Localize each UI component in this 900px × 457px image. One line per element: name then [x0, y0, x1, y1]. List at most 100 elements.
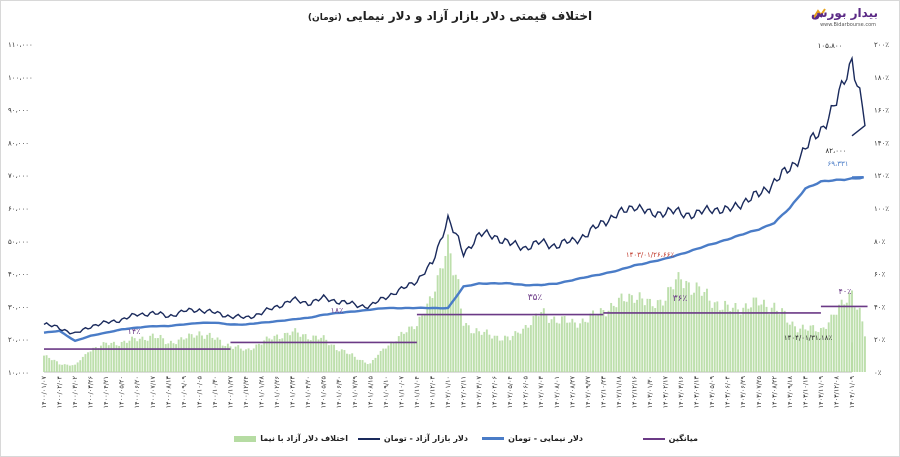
difference-bar	[232, 348, 235, 372]
difference-bar	[449, 253, 452, 372]
difference-bar	[475, 328, 478, 372]
difference-bar	[721, 309, 724, 372]
difference-bar	[685, 280, 688, 372]
difference-bar	[169, 340, 172, 372]
difference-bar	[845, 302, 848, 372]
difference-bar	[159, 334, 162, 372]
difference-bar	[835, 314, 838, 372]
difference-bar	[799, 328, 802, 372]
x-tick-label: ۱۴۰۲/۰۹/۲۷	[584, 375, 592, 408]
difference-bar	[421, 315, 424, 372]
title-main: اختلاف قیمتی دلار بازار آزاد و دلار نیما…	[345, 9, 593, 23]
difference-bar	[296, 332, 299, 372]
difference-bar	[43, 355, 45, 372]
difference-bar	[788, 324, 791, 372]
difference-bar	[501, 340, 504, 372]
difference-bar	[661, 305, 664, 372]
difference-bar	[226, 343, 229, 372]
difference-bar	[465, 323, 468, 372]
difference-bar	[426, 303, 429, 372]
difference-bar	[164, 344, 167, 372]
difference-bar	[677, 272, 680, 372]
difference-bar	[579, 323, 582, 372]
difference-bar	[548, 322, 550, 372]
difference-bar	[553, 316, 556, 372]
difference-bar	[667, 287, 670, 372]
difference-bar	[664, 300, 667, 372]
difference-bar	[156, 338, 159, 372]
difference-bar	[457, 279, 460, 372]
y-tick-left: ۵۰،۰۰۰	[8, 238, 29, 246]
difference-bar	[762, 299, 765, 372]
difference-bar	[708, 300, 711, 372]
difference-bar	[436, 275, 439, 372]
difference-bar	[519, 333, 522, 372]
difference-bar	[711, 307, 714, 372]
difference-bar	[317, 339, 320, 372]
difference-bar	[786, 322, 789, 372]
difference-bar	[356, 359, 359, 372]
x-tick-label: ۱۴۰۳/۱۰/۱۳	[801, 375, 809, 408]
y-tick-right: ۱۲۰٪	[874, 172, 889, 180]
y-tick-left: ۹۰،۰۰۰	[8, 107, 29, 115]
x-tick-label: ۱۴۰۰/۰۵/۲۰	[118, 376, 126, 408]
difference-bar	[177, 339, 180, 372]
difference-bar	[459, 308, 462, 372]
difference-bar	[840, 299, 843, 372]
difference-bar	[529, 325, 532, 372]
difference-bar	[470, 333, 473, 372]
y-tick-left: ۷۰،۰۰۰	[8, 172, 29, 180]
y-tick-left: ۱۰،۰۰۰	[8, 369, 29, 377]
x-tick-label: ۱۴۰۱/۰۹/۱۰	[382, 376, 390, 408]
x-tick-label: ۱۴۰۳/۰۳/۱۶	[677, 376, 685, 408]
difference-bar	[120, 341, 123, 372]
difference-bar	[252, 348, 255, 372]
difference-bar	[418, 316, 421, 372]
difference-bar	[620, 293, 623, 372]
difference-bar	[540, 312, 543, 372]
difference-bar	[757, 305, 760, 372]
difference-bar	[838, 304, 841, 372]
difference-bar	[58, 364, 61, 372]
difference-bar	[581, 318, 584, 372]
difference-bar	[623, 301, 626, 372]
difference-bar	[188, 333, 190, 372]
difference-bar	[775, 310, 778, 372]
y-tick-right: ۱۰۰٪	[874, 205, 889, 213]
difference-bar	[151, 333, 154, 372]
difference-bar	[89, 351, 92, 372]
x-tick-label: ۱۴۰۳/۰۹/۱۸	[786, 375, 794, 408]
difference-bar	[602, 310, 605, 372]
difference-bar	[496, 335, 499, 372]
x-tick-label: ۱۴۰۳/۱۲/۰۸	[832, 375, 840, 408]
difference-bar	[71, 365, 74, 372]
x-tick-label: ۱۴۰۲/۰۵/۰۴	[506, 375, 514, 408]
difference-bar	[68, 365, 71, 372]
difference-bar	[783, 310, 786, 372]
difference-bar	[739, 314, 742, 372]
x-tick-label: ۱۴۰۰/۰۱/۰۷	[40, 375, 48, 408]
difference-bar	[832, 314, 835, 372]
difference-bar	[180, 337, 183, 372]
difference-bar	[467, 325, 470, 372]
difference-bar	[646, 298, 649, 372]
difference-bar	[201, 335, 203, 372]
difference-bar	[346, 353, 348, 372]
difference-bar	[737, 309, 740, 372]
difference-bar	[630, 295, 633, 372]
difference-bar	[224, 345, 227, 372]
x-tick-label: ۱۴۰۱/۰۶/۳۰	[335, 376, 343, 408]
nima-line	[43, 176, 864, 343]
x-tick-label: ۱۴۰۱/۰۳/۲۳	[289, 375, 297, 408]
difference-bar	[597, 314, 600, 372]
difference-bar	[193, 337, 196, 372]
difference-bar	[79, 360, 82, 372]
difference-bar	[480, 334, 483, 372]
difference-bar	[128, 340, 131, 372]
difference-bar	[532, 316, 535, 372]
difference-bar	[330, 344, 333, 372]
x-tick-label: ۱۴۰۳/۱۱/۰۹	[817, 375, 825, 408]
x-tick-label: ۱۴۰۰/۰۳/۰۲	[71, 375, 79, 408]
x-tick-label: ۱۴۰۳/۰۵/۰۹	[708, 375, 716, 408]
difference-bar	[542, 308, 545, 372]
